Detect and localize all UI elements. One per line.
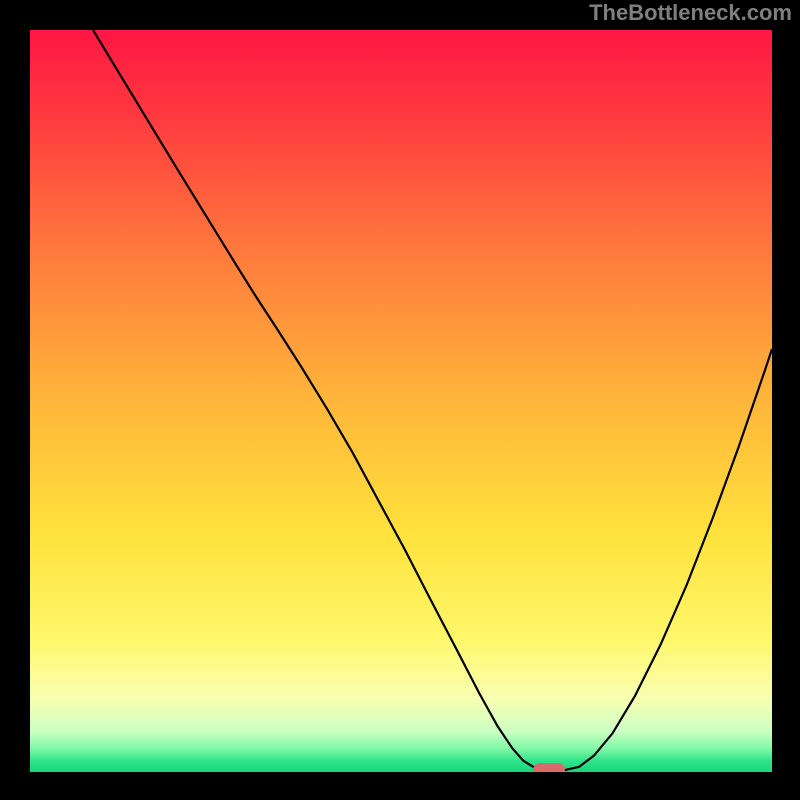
bottleneck-curve: [93, 30, 772, 771]
watermark-text: TheBottleneck.com: [589, 0, 792, 26]
optimal-point-marker: [533, 763, 565, 772]
chart-plot-area: [30, 30, 772, 772]
chart-curve-svg: [30, 30, 772, 772]
